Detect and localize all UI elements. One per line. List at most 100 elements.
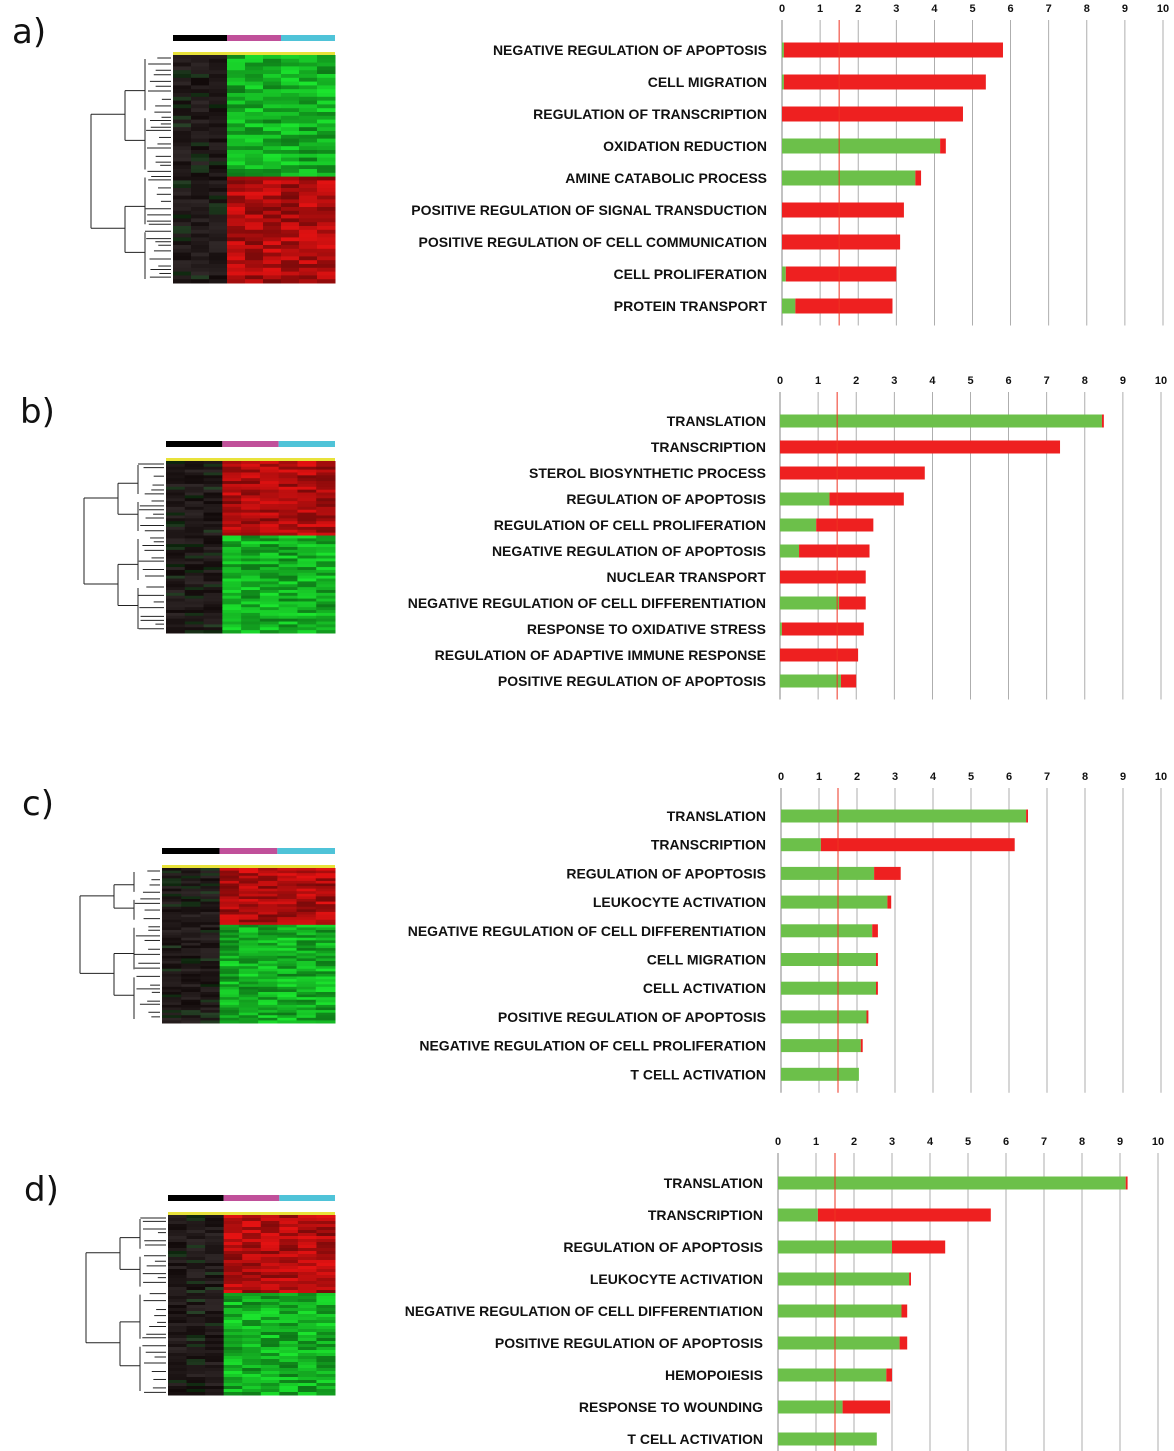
heatmap-cell: [263, 158, 282, 162]
heatmap-cell: [227, 207, 246, 211]
heatmap-cell: [297, 478, 316, 481]
heatmap-cell: [279, 1290, 298, 1294]
heatmap-cell: [222, 553, 241, 556]
heatmap-cell: [222, 576, 241, 579]
bar-segment-green: [782, 267, 786, 282]
heatmap-cell: [224, 1311, 243, 1315]
heatmap-cell: [204, 513, 223, 516]
heatmap-cell: [204, 507, 223, 510]
heatmap-cell: [297, 576, 316, 579]
heatmap-cell: [191, 279, 210, 283]
heatmap-top-strip: [162, 865, 335, 868]
heatmap-cell: [204, 619, 223, 622]
heatmap-cell: [241, 481, 260, 484]
heatmap-cell: [281, 211, 300, 215]
heatmap-cell: [227, 139, 246, 143]
heatmap-cell: [205, 1281, 224, 1285]
heatmap-cell: [168, 1284, 187, 1288]
x-tick-label: 8: [1082, 375, 1088, 387]
heatmap-cell: [316, 587, 335, 590]
heatmap-cell: [245, 173, 264, 177]
heatmap-cell: [173, 272, 192, 276]
heatmap-cell: [299, 241, 318, 245]
heatmap-cell: [317, 127, 336, 131]
heatmap-cell: [209, 207, 228, 211]
heatmap-cell: [222, 567, 241, 570]
heatmap-cell: [168, 1320, 187, 1324]
heatmap-cell: [316, 1260, 335, 1264]
heatmap-cell: [316, 1359, 335, 1363]
heatmap-cell: [205, 1329, 224, 1333]
heatmap-cell: [191, 59, 210, 63]
heatmap-cell: [297, 599, 316, 602]
heatmap-cell: [297, 613, 316, 616]
heatmap-cell: [260, 507, 279, 510]
heatmap-cell: [241, 607, 260, 610]
heatmap-cell: [297, 533, 316, 536]
heatmap-cell: [241, 513, 260, 516]
heatmap-cell: [162, 1020, 182, 1023]
heatmap-cell: [168, 1236, 187, 1240]
heatmap-cell: [316, 1305, 335, 1309]
heatmap-cell: [209, 142, 228, 146]
heatmap-cell: [222, 536, 241, 539]
heatmap-cell: [261, 1308, 280, 1312]
heatmap-cell: [299, 249, 318, 253]
heatmap-cell: [263, 275, 282, 279]
heatmap-cell: [299, 108, 318, 112]
heatmap-cell: [316, 1284, 335, 1288]
heatmap-cell: [316, 567, 335, 570]
heatmap-cell: [281, 260, 300, 264]
heatmap-cell: [168, 1383, 187, 1387]
x-tick-label: 7: [1044, 771, 1050, 783]
heatmap-cell: [316, 1299, 335, 1303]
x-tick-label: 9: [1117, 1136, 1123, 1148]
heatmap-cell: [263, 199, 282, 203]
heatmap-cell: [297, 581, 316, 584]
heatmap-cell: [209, 256, 228, 260]
heatmap-cell: [224, 1353, 243, 1357]
heatmap-cell: [209, 89, 228, 93]
heatmap-cell: [205, 1362, 224, 1366]
heatmap-cell: [297, 470, 316, 473]
heatmap-cell: [316, 533, 335, 536]
heatmap-cell: [260, 622, 279, 625]
heatmap-cell: [279, 1245, 298, 1249]
category-label: PROTEIN TRANSPORT: [614, 298, 768, 314]
heatmap-cell: [205, 1371, 224, 1375]
heatmap-cell: [317, 184, 336, 188]
heatmap-cell: [317, 131, 336, 135]
heatmap-cell: [316, 504, 335, 507]
heatmap-cell: [261, 1275, 280, 1279]
heatmap-cell: [222, 558, 241, 561]
heatmap-cell: [245, 279, 264, 283]
heatmap-cell: [224, 1308, 243, 1312]
dendrogram-branch: [118, 483, 138, 514]
heatmap-cell: [317, 120, 336, 124]
heatmap-cell: [279, 484, 298, 487]
heatmap-cell: [227, 260, 246, 264]
bar-segment-green: [781, 1068, 859, 1081]
heatmap-cell: [299, 82, 318, 86]
heatmap-cell: [245, 104, 264, 108]
heatmap-cell: [263, 104, 282, 108]
heatmap-cell: [224, 1245, 243, 1249]
heatmap-cell: [297, 630, 316, 633]
heatmap-cell: [279, 472, 298, 475]
heatmap-cell: [227, 275, 246, 279]
heatmap-cell: [263, 192, 282, 196]
heatmap-cell: [173, 275, 192, 279]
heatmap-cell: [316, 1251, 335, 1255]
heatmap-cell: [191, 101, 210, 105]
heatmap-cell: [279, 1263, 298, 1267]
heatmap-cell: [297, 622, 316, 625]
heatmap-cell: [173, 215, 192, 219]
heatmap-cell: [185, 567, 204, 570]
heatmap-cell: [281, 196, 300, 200]
heatmap-cell: [222, 593, 241, 596]
heatmap-cell: [245, 169, 264, 173]
x-tick-label: 2: [855, 3, 861, 15]
heatmap-cell: [299, 85, 318, 89]
heatmap-cell: [245, 222, 264, 226]
heatmap-cell: [317, 241, 336, 245]
